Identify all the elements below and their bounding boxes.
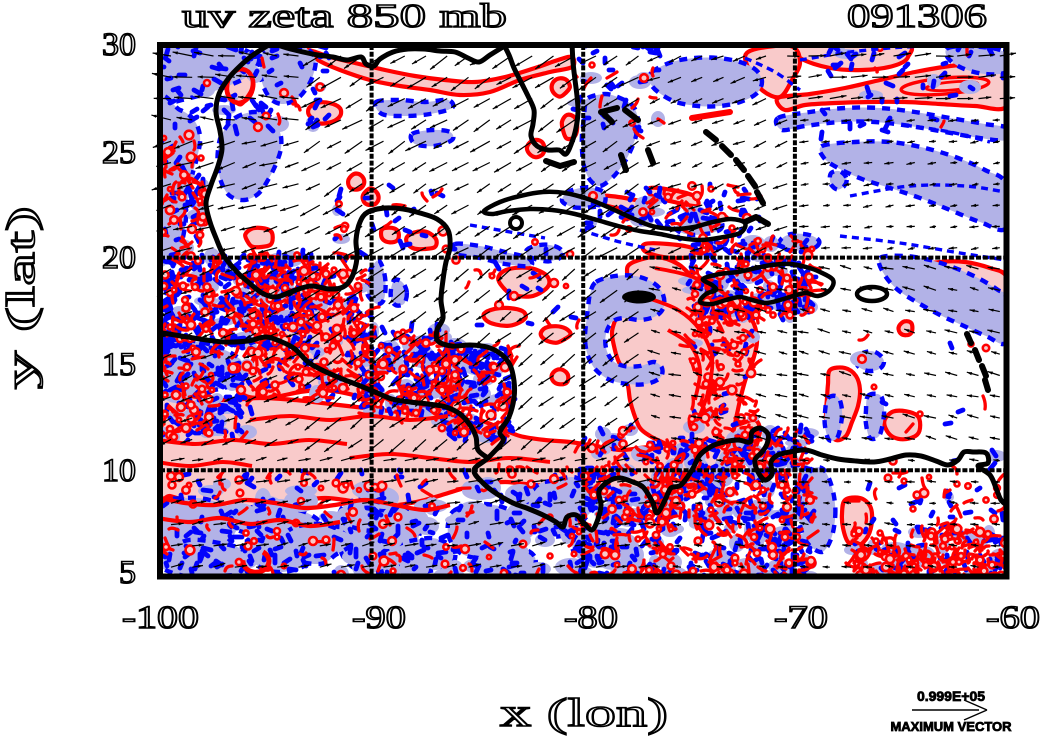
svg-text:x (lon): x (lon) xyxy=(500,690,668,735)
svg-text:-80: -80 xyxy=(564,600,618,636)
svg-text:5: 5 xyxy=(119,555,136,591)
svg-text:25: 25 xyxy=(102,135,136,171)
svg-text:y (lat): y (lat) xyxy=(0,206,43,389)
svg-text:-100: -100 xyxy=(122,600,199,636)
svg-text:-90: -90 xyxy=(352,600,406,636)
svg-text:MAXIMUM VECTOR: MAXIMUM VECTOR xyxy=(890,719,1012,734)
svg-text:10: 10 xyxy=(102,453,136,489)
svg-text:15: 15 xyxy=(102,347,136,383)
svg-text:30: 30 xyxy=(102,27,136,63)
svg-text:091306: 091306 xyxy=(847,0,987,35)
svg-text:-60: -60 xyxy=(986,600,1040,636)
svg-text:-70: -70 xyxy=(774,600,828,636)
svg-text:20: 20 xyxy=(102,240,136,276)
svg-text:uv zeta 850 mb: uv zeta 850 mb xyxy=(182,0,507,35)
svg-text:0.999E+05: 0.999E+05 xyxy=(917,688,985,704)
